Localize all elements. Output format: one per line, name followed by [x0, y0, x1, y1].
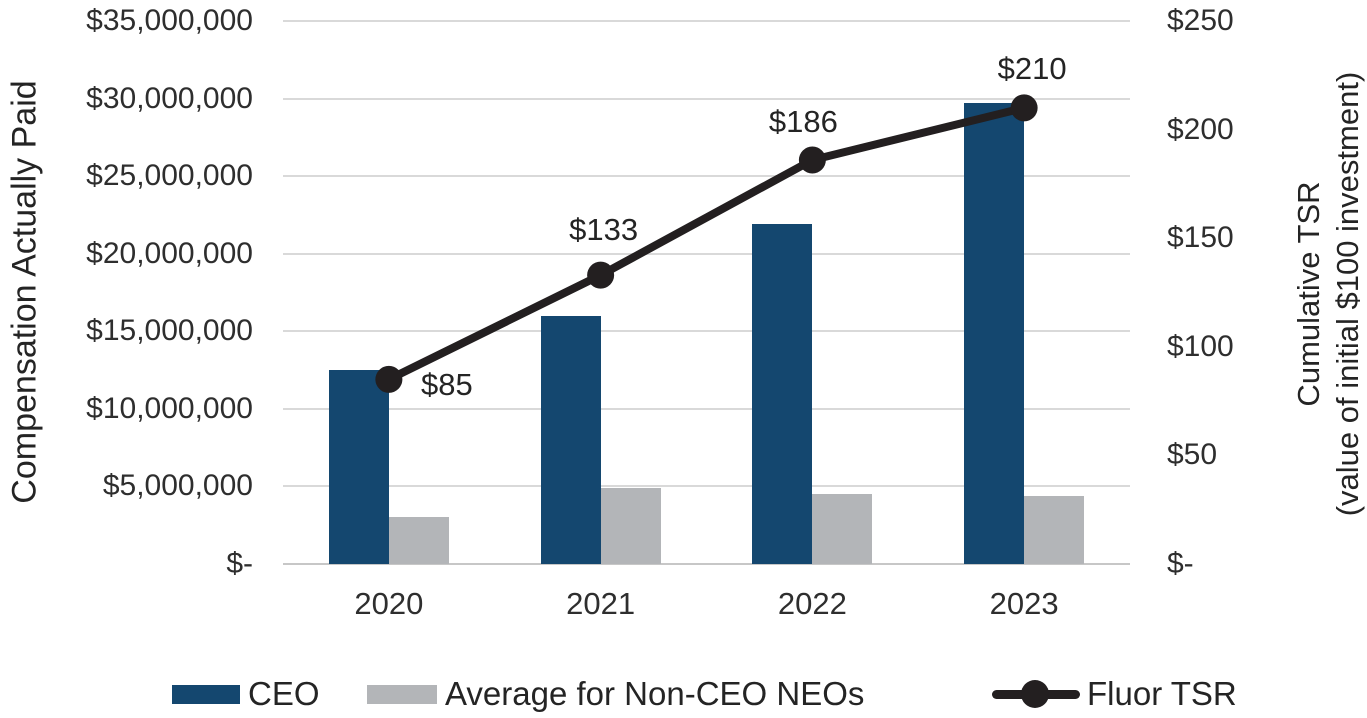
left-axis-tick: $15,000,000 — [86, 314, 253, 348]
left-axis-tick: $- — [226, 547, 253, 580]
bar-ceo-2020 — [328, 370, 389, 564]
legend-tsr-label: Fluor TSR — [1087, 675, 1237, 712]
gridline — [283, 175, 1130, 178]
right-axis-tick: $150 — [1167, 221, 1234, 255]
right-axis-title: Cumulative TSR (value of initial $100 in… — [1289, 0, 1367, 594]
legend-tsr-dot-marker — [1021, 680, 1049, 708]
bar-neo-2023 — [1024, 495, 1085, 564]
gridline — [283, 485, 1130, 488]
gridline — [283, 330, 1130, 333]
right-axis-tick: $100 — [1167, 329, 1234, 363]
tsr-value-label-2020: $85 — [421, 367, 473, 403]
legend-ceo-label: CEO — [248, 675, 320, 712]
legend-ceo-swatch — [172, 685, 240, 704]
tsr-line — [384, 103, 1029, 384]
bar-neo-2022 — [812, 494, 873, 564]
tsr-value-label-2022: $186 — [768, 104, 838, 139]
gridline — [283, 252, 1130, 255]
left-axis-tick: $35,000,000 — [86, 4, 253, 37]
right-axis-title-line1: Cumulative TSR — [1291, 181, 1326, 407]
gridline — [283, 97, 1130, 100]
right-axis-tick: $200 — [1167, 112, 1234, 146]
plot-area: $85 $133 $186 $210 — [283, 20, 1130, 565]
right-axis-title-line2: (value of initial $100 investment) — [1330, 71, 1365, 517]
bar-ceo-2021 — [540, 315, 601, 564]
x-axis-label-2021: 2021 — [566, 586, 636, 621]
tsr-line-series — [375, 94, 1038, 393]
right-axis-tick: $50 — [1167, 438, 1218, 472]
right-axis-tick: $- — [1167, 547, 1194, 580]
left-axis-tick: $10,000,000 — [86, 391, 253, 425]
x-axis-line — [283, 563, 1130, 565]
gridline — [283, 407, 1130, 410]
tsr-value-label-2023: $210 — [997, 50, 1067, 86]
tsr-marker-2021 — [587, 261, 615, 289]
tsr-marker-2020 — [375, 365, 403, 393]
bar-ceo-2023 — [964, 103, 1025, 564]
left-axis-tick: $25,000,000 — [86, 159, 253, 193]
tsr-marker-2022 — [798, 146, 826, 174]
bar-neo-2021 — [600, 487, 661, 564]
left-axis-tick: $30,000,000 — [86, 81, 253, 115]
left-axis-tick: $20,000,000 — [86, 236, 253, 270]
right-axis-tick: $250 — [1167, 4, 1234, 37]
x-axis-label-2022: 2022 — [777, 586, 847, 621]
x-axis-label-2020: 2020 — [354, 586, 424, 621]
left-axis-tick: $5,000,000 — [102, 469, 253, 503]
tsr-value-label-2021: $133 — [569, 212, 639, 248]
gridline — [283, 20, 1130, 22]
legend-neo-label: Average for Non-CEO NEOs — [445, 675, 865, 712]
tsr-marker-2023 — [1010, 94, 1038, 122]
bar-ceo-2022 — [752, 224, 813, 564]
legend-neo-swatch — [367, 685, 437, 704]
bar-neo-2020 — [388, 517, 449, 564]
x-axis-label-2023: 2023 — [989, 586, 1059, 621]
